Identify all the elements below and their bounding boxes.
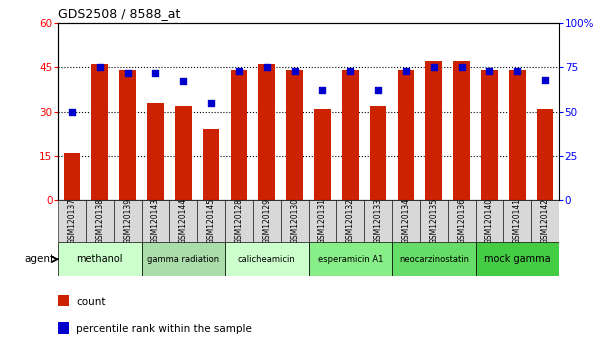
Text: GSM120130: GSM120130 <box>290 198 299 244</box>
Text: count: count <box>76 297 106 307</box>
Bar <box>425 61 442 200</box>
Bar <box>309 242 392 276</box>
Bar <box>531 200 559 242</box>
Text: GDS2508 / 8588_at: GDS2508 / 8588_at <box>58 7 180 21</box>
Bar <box>169 200 197 242</box>
Text: GSM120129: GSM120129 <box>262 198 271 244</box>
Text: GSM120144: GSM120144 <box>179 198 188 244</box>
Bar <box>309 200 337 242</box>
Bar <box>337 200 364 242</box>
Bar <box>142 200 169 242</box>
Bar <box>92 64 108 200</box>
Text: agent: agent <box>25 254 55 264</box>
Point <box>373 87 383 93</box>
Bar <box>58 200 86 242</box>
Point <box>318 87 327 93</box>
Bar <box>114 200 142 242</box>
Bar <box>230 70 247 200</box>
Bar <box>475 200 503 242</box>
Text: GSM120141: GSM120141 <box>513 198 522 244</box>
Bar <box>147 103 164 200</box>
Text: GSM120136: GSM120136 <box>457 198 466 244</box>
Bar <box>314 109 331 200</box>
Bar <box>175 105 192 200</box>
Bar <box>503 200 531 242</box>
Point <box>290 68 299 74</box>
Bar <box>258 64 275 200</box>
Point <box>262 64 272 70</box>
Bar <box>481 70 498 200</box>
Point <box>513 68 522 74</box>
Bar <box>280 200 309 242</box>
Point <box>540 77 550 82</box>
Bar <box>342 70 359 200</box>
Bar <box>225 242 309 276</box>
Point <box>401 68 411 74</box>
Text: esperamicin A1: esperamicin A1 <box>318 255 383 264</box>
Bar <box>203 129 219 200</box>
Text: neocarzinostatin: neocarzinostatin <box>399 255 469 264</box>
Bar <box>398 70 414 200</box>
Point <box>429 64 439 70</box>
Bar <box>119 70 136 200</box>
Point <box>457 64 467 70</box>
Bar <box>420 200 448 242</box>
Bar <box>370 105 387 200</box>
Text: gamma radiation: gamma radiation <box>147 255 219 264</box>
Bar <box>509 70 525 200</box>
Point <box>178 79 188 84</box>
Bar <box>392 200 420 242</box>
Point <box>207 100 216 105</box>
Point <box>123 70 133 75</box>
Text: GSM120139: GSM120139 <box>123 198 132 244</box>
Bar <box>364 200 392 242</box>
Point <box>95 64 104 70</box>
Text: GSM120143: GSM120143 <box>151 198 160 244</box>
Text: GSM120137: GSM120137 <box>67 198 76 244</box>
Bar <box>287 70 303 200</box>
Point <box>345 68 355 74</box>
Text: GSM120145: GSM120145 <box>207 198 216 244</box>
Bar <box>392 242 475 276</box>
Point <box>234 68 244 74</box>
Text: calicheamicin: calicheamicin <box>238 255 296 264</box>
Text: GSM120135: GSM120135 <box>430 198 438 244</box>
Text: GSM120140: GSM120140 <box>485 198 494 244</box>
Bar <box>58 322 68 334</box>
Bar <box>253 200 280 242</box>
Bar <box>453 61 470 200</box>
Bar <box>197 200 225 242</box>
Bar <box>475 242 559 276</box>
Point <box>150 70 160 75</box>
Text: GSM120131: GSM120131 <box>318 198 327 244</box>
Text: percentile rank within the sample: percentile rank within the sample <box>76 324 252 335</box>
Bar <box>58 295 68 307</box>
Bar <box>86 200 114 242</box>
Bar <box>64 153 80 200</box>
Text: GSM120134: GSM120134 <box>401 198 411 244</box>
Text: GSM120133: GSM120133 <box>374 198 382 244</box>
Point <box>67 109 77 114</box>
Bar <box>448 200 475 242</box>
Bar <box>58 242 142 276</box>
Bar <box>142 242 225 276</box>
Text: GSM120128: GSM120128 <box>235 198 243 244</box>
Bar <box>537 109 554 200</box>
Text: mock gamma: mock gamma <box>484 254 551 264</box>
Text: GSM120142: GSM120142 <box>541 198 550 244</box>
Text: GSM120138: GSM120138 <box>95 198 104 244</box>
Text: GSM120132: GSM120132 <box>346 198 355 244</box>
Text: methanol: methanol <box>76 254 123 264</box>
Point <box>485 68 494 74</box>
Bar <box>225 200 253 242</box>
